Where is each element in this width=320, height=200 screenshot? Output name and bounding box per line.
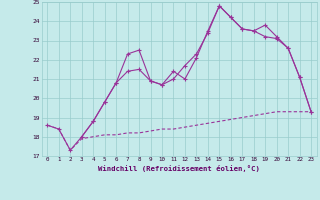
X-axis label: Windchill (Refroidissement éolien,°C): Windchill (Refroidissement éolien,°C) — [98, 165, 260, 172]
